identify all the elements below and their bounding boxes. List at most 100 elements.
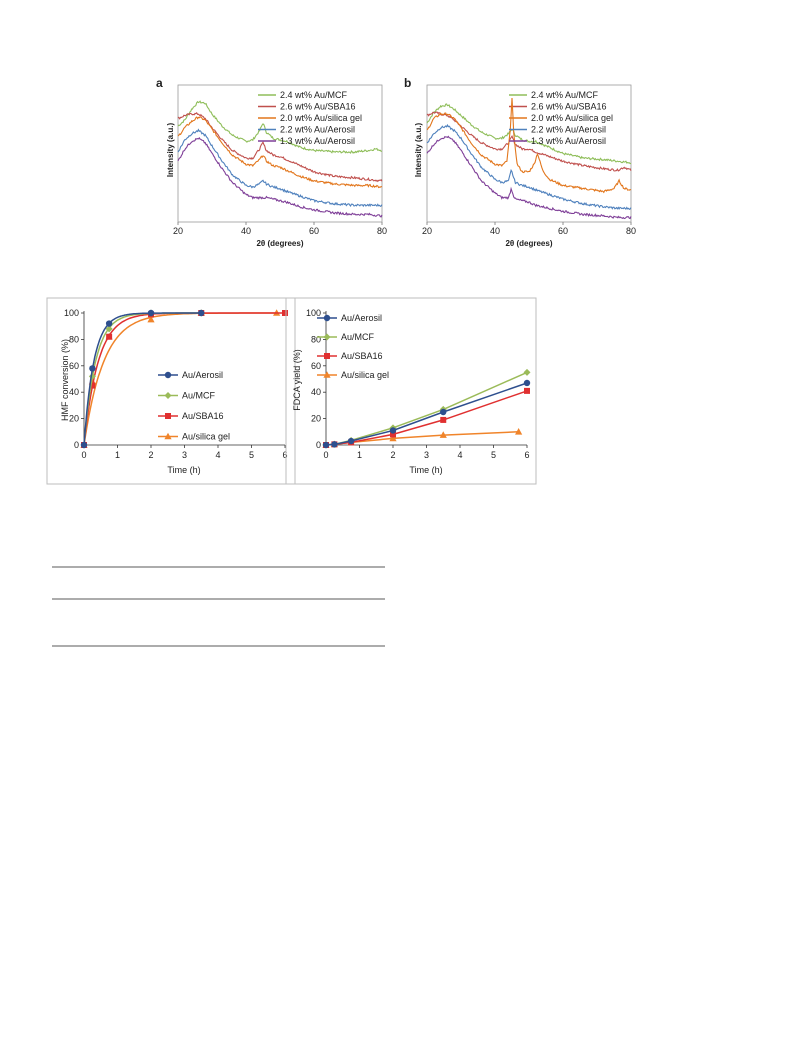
fdca-xtick-label: 1 (357, 450, 362, 460)
fdca-point-au-aerosil (347, 437, 355, 445)
hmf-ytick-label: 100 (64, 308, 79, 318)
fdca-ylabel: FDCA yield (%) (292, 349, 302, 411)
hmf-xtick-label: 5 (249, 450, 254, 460)
fdca-line-au-mcf (325, 371, 528, 446)
fdca-point-au-aerosil (322, 441, 330, 449)
xrd_a-xtick-label: 40 (241, 226, 251, 236)
fdca-legend-marker (323, 371, 331, 378)
hmf-legend-label: Au/Aerosil (182, 370, 223, 380)
fdca-ytick-label: 60 (311, 361, 321, 371)
xrd_b-xtick-label: 60 (558, 226, 568, 236)
hmf-legend-label: Au/MCF (182, 391, 216, 401)
fdca-ytick-label: 20 (311, 414, 321, 424)
hmf-point-au-aerosil (198, 309, 205, 317)
panel-label-b: b (404, 76, 411, 90)
fdca-legend-marker (324, 353, 330, 359)
hmf-point-au-aerosil (89, 365, 96, 372)
xrd_a-plot-frame (177, 84, 383, 223)
hmf-legend-label: Au/silica gel (182, 432, 230, 442)
hmf-xtick-label: 3 (182, 450, 187, 460)
hmf-xlabel: Time (h) (167, 465, 200, 475)
hmf-ylabel: HMF conversion (%) (60, 339, 70, 421)
fdca-xlabel: Time (h) (409, 465, 442, 475)
fdca-xtick-label: 2 (390, 450, 395, 460)
fdca-point-au-aerosil (440, 408, 447, 416)
hmf-legend-marker (164, 371, 172, 379)
xrd_b-plot-frame (426, 84, 632, 223)
xrd_a-legend-label: 1.3 wt% Au/Aerosil (280, 136, 355, 146)
xrd_a-legend-label: 2.2 wt% Au/Aerosil (280, 125, 355, 135)
xrd_b-legend-label: 2.6 wt% Au/SBA16 (531, 102, 607, 112)
hmf-line-au-silica-gel (83, 312, 277, 446)
xrd_b-series-2-0-wt-au-silica-gel (426, 97, 632, 194)
fdca-xtick-label: 3 (424, 450, 429, 460)
fdca-legend-label: Au/Aerosil (341, 313, 382, 323)
fdca-point-au-sba16 (440, 416, 447, 423)
fdca-xtick-label: 0 (323, 450, 328, 460)
hmf-legend-label: Au/SBA16 (182, 411, 224, 421)
hmf-xtick-label: 6 (282, 450, 287, 460)
fdca-legend-marker (323, 314, 331, 322)
xrd_b-xtick-label: 20 (422, 226, 432, 236)
xrd_a-series-2-2-wt-au-aerosil (177, 128, 383, 208)
xrd_b-xtick-label: 80 (626, 226, 636, 236)
xrd_b-legend-label: 1.3 wt% Au/Aerosil (531, 136, 606, 146)
hmf-legend-marker (164, 392, 172, 399)
fdca-xtick-label: 6 (524, 450, 529, 460)
fdca-ytick-label: 0 (316, 440, 321, 450)
hmf-xtick-label: 4 (215, 450, 220, 460)
xrd_b-series-2-6-wt-au-sba16 (426, 111, 632, 172)
hmf-point-au-sba16 (89, 382, 96, 389)
fdca-point-au-aerosil (331, 441, 338, 448)
fdca-ytick-label: 40 (311, 387, 321, 397)
xrd_b-xtick-label: 40 (490, 226, 500, 236)
fdca-ytick-label: 100 (306, 308, 321, 318)
xrd_a-series-2-0-wt-au-silica-gel (177, 116, 383, 189)
fdca-legend-label: Au/silica gel (341, 370, 389, 380)
xrd_a-xtick-label: 60 (309, 226, 319, 236)
fdca-line-au-silica-gel (325, 431, 519, 446)
hmf-ytick-label: 40 (69, 387, 79, 397)
hmf-xtick-label: 0 (81, 450, 86, 460)
fdca-point-au-sba16 (524, 387, 530, 394)
fdca-xtick-label: 5 (491, 450, 496, 460)
fdca-point-au-sba16 (390, 431, 396, 438)
xrd_a-series-2-6-wt-au-sba16 (177, 112, 383, 183)
fdca-point-au-mcf (523, 368, 531, 376)
xrd_b-legend-label: 2.0 wt% Au/silica gel (531, 113, 613, 123)
hmf-point-au-sba16 (106, 333, 113, 340)
hmf-point-au-silica-gel (147, 315, 155, 323)
hmf-line-au-aerosil (83, 312, 202, 446)
hmf-point-au-sba16 (282, 310, 288, 316)
xrd_b-series-2-4-wt-au-mcf (426, 103, 632, 165)
fdca-point-au-aerosil (523, 379, 531, 387)
hmf-xtick-label: 2 (148, 450, 153, 460)
fdca-point-au-silica-gel (515, 428, 523, 435)
fdca-chart-border (285, 297, 537, 485)
xrd_a-xtick-label: 20 (173, 226, 183, 236)
xrd_a-legend-label: 2.4 wt% Au/MCF (280, 90, 348, 100)
hmf-point-au-mcf (105, 325, 113, 333)
hmf-point-au-aerosil (80, 441, 88, 449)
hmf-point-au-aerosil (105, 320, 113, 327)
hmf-legend-marker (164, 432, 172, 440)
hmf-chart-border (46, 297, 296, 485)
xrd_a-xtick-label: 80 (377, 226, 387, 236)
hmf-plot: 0 1 2 3 4 5 6020406080100Au/AerosilAu/MCFAu/SB… (64, 308, 288, 460)
hmf-xtick-label: 1 (115, 450, 120, 460)
hmf-ytick-label: 0 (74, 440, 79, 450)
xrd-b-ylabel: Intensity (a.u.) (414, 123, 423, 178)
hmf-ytick-label: 20 (69, 414, 79, 424)
xrd_b-series-1-3-wt-au-aerosil (426, 135, 632, 220)
panel-label-a: a (156, 76, 163, 90)
xrd-b-xlabel: 2θ (degrees) (505, 239, 552, 248)
xrd-a-ylabel: Intensity (a.u.) (166, 123, 175, 178)
fdca-legend-label: Au/SBA16 (341, 351, 383, 361)
fdca-point-au-aerosil (389, 427, 397, 434)
fdca-xtick-label: 4 (457, 450, 462, 460)
fdca-ytick-label: 80 (311, 334, 321, 344)
